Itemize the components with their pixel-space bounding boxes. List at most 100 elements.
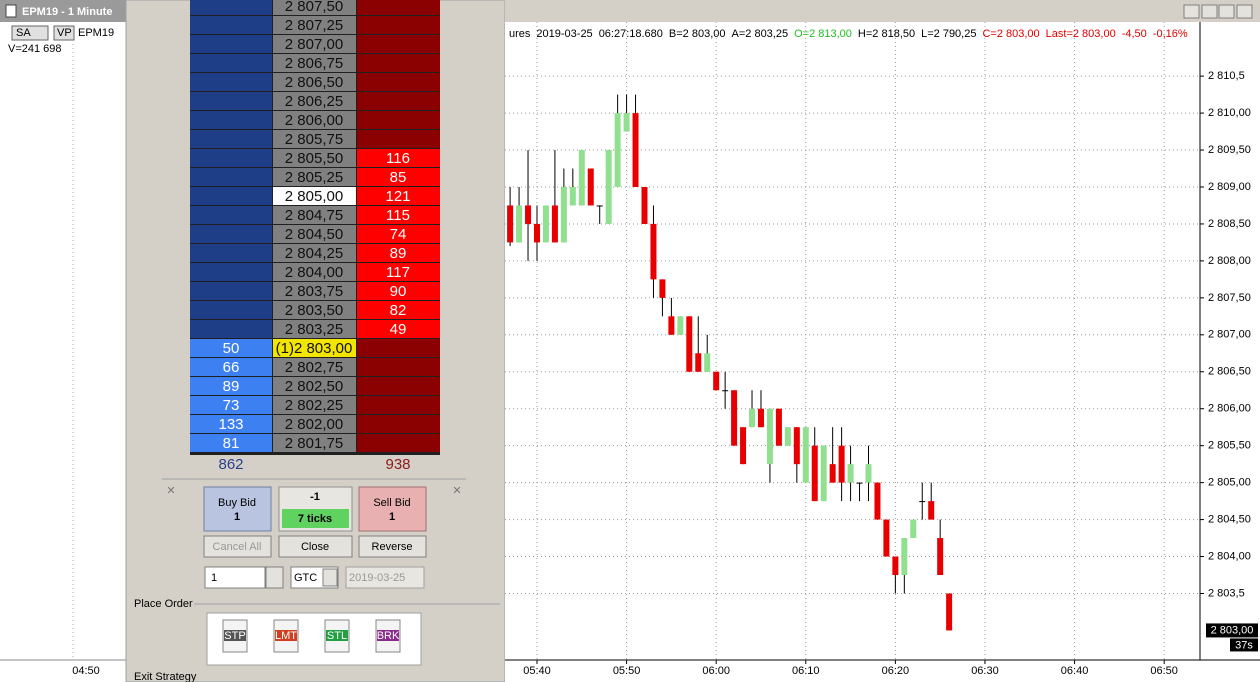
price-cell (273, 54, 356, 72)
price: 2 807,00 (285, 36, 343, 53)
candle-body (623, 113, 630, 132)
qty-input[interactable] (204, 566, 266, 589)
close-left[interactable]: ✕ (166, 485, 175, 497)
candle-body (919, 501, 926, 503)
y-tick-label: 2 809,00 (1208, 181, 1251, 193)
y-tick-label: 2 810,00 (1208, 107, 1251, 119)
ask-cell (357, 396, 440, 414)
candle-body (569, 186, 576, 206)
date-select (345, 566, 425, 589)
candle-body (659, 279, 666, 298)
price: 2 802,25 (285, 397, 343, 414)
chart-header: ures 2019-03-25 06:27:18.680 B=2 803,00 A=2 … (509, 28, 1188, 40)
close-right[interactable]: ✕ (452, 485, 461, 497)
close-button-window[interactable] (1236, 4, 1253, 19)
ask-cell (357, 415, 440, 433)
ask-cell (357, 320, 440, 338)
header-item: C=2 803,00 (982, 28, 1039, 40)
bid-total: 862 (218, 456, 243, 473)
restore-button[interactable] (1183, 4, 1200, 19)
header-item: A=2 803,25 (732, 28, 789, 40)
bid-size: 89 (223, 378, 240, 395)
sa-label[interactable]: SA (16, 27, 31, 39)
buy-qty[interactable]: 1 (234, 511, 240, 523)
reverse-button[interactable] (358, 535, 427, 558)
candle-body (507, 205, 514, 243)
x-tick-label: 06:20 (882, 665, 910, 677)
price: 2 806,25 (285, 93, 343, 110)
price-cell (273, 16, 356, 34)
candle-body (856, 482, 863, 484)
bid-cell (190, 434, 272, 452)
price: 2 807,50 (285, 0, 343, 15)
y-tick-label: 2 803,5 (1208, 587, 1245, 599)
sell-label[interactable]: Sell Bid (373, 497, 410, 509)
buy-label[interactable]: Buy Bid (218, 497, 256, 509)
candle-body (910, 519, 917, 539)
bid-cell (190, 16, 272, 34)
tif-arrow[interactable] (322, 568, 338, 587)
last-price-label: 2 803,00 (1211, 624, 1254, 636)
chart-title-bar (505, 0, 1260, 22)
candle-body (587, 168, 594, 206)
ask-cell (357, 339, 440, 357)
maximize-button[interactable] (1218, 4, 1235, 19)
y-tick-label: 2 810,5 (1208, 70, 1245, 82)
candle-body (668, 316, 675, 335)
ask-total: 938 (385, 456, 410, 473)
qty-spinner[interactable] (265, 566, 284, 589)
vp-button[interactable] (53, 25, 75, 41)
ask-cell (357, 54, 440, 72)
timer: 37s (1235, 639, 1253, 651)
header-item: B=2 803,00 (669, 28, 726, 40)
candle-body (766, 408, 773, 465)
ask-size: 74 (390, 226, 407, 243)
order-type-label: BRK (377, 630, 400, 642)
y-tick-label: 2 806,00 (1208, 403, 1251, 415)
bid-cell (190, 339, 272, 357)
ask-cell (357, 301, 440, 319)
price-cell (273, 225, 356, 243)
sell-button[interactable] (358, 486, 427, 532)
sell-qty[interactable]: 1 (389, 511, 395, 523)
y-tick-label: 2 804,00 (1208, 550, 1251, 562)
bid-cell (190, 263, 272, 281)
candle-body (865, 464, 872, 483)
position: -1 (310, 491, 320, 503)
candle-body (820, 445, 827, 502)
price-cell (273, 206, 356, 224)
candle-body (892, 556, 899, 576)
buy-button[interactable] (203, 486, 272, 532)
reverse[interactable]: Reverse (372, 541, 413, 553)
price: 2 806,00 (285, 112, 343, 129)
y-tick-label: 2 806,50 (1208, 366, 1251, 378)
price-cell (273, 92, 356, 110)
left-chart-title: EPM19 - 1 Minute (22, 6, 112, 18)
close[interactable]: Close (301, 541, 329, 553)
candle-body (713, 371, 720, 391)
x-tick-label: 06:50 (1150, 665, 1178, 677)
tif[interactable]: GTC (294, 572, 317, 584)
order-type-tag (377, 630, 399, 641)
minimize-button[interactable] (1201, 4, 1218, 19)
price: 2 806,75 (285, 55, 343, 72)
x-tick-label: 06:30 (971, 665, 999, 677)
candle-body (596, 205, 603, 207)
bid-cell (190, 73, 272, 91)
cancel-all[interactable]: Cancel All (213, 541, 262, 553)
close-button[interactable] (278, 535, 353, 558)
ask-size: 82 (390, 302, 407, 319)
volume: V=241 698 (8, 43, 62, 55)
left-chart-bg (0, 0, 126, 682)
candle-body (614, 113, 621, 187)
sa-button[interactable] (11, 25, 49, 41)
ask-cell (357, 73, 440, 91)
candle-body (650, 223, 657, 280)
bid-cell (190, 415, 272, 433)
bid-cell (190, 377, 272, 395)
price: 2 807,25 (285, 17, 343, 34)
vp-label[interactable]: VP (57, 27, 72, 39)
header-item: -0,16% (1153, 28, 1188, 40)
cancel-all-button[interactable] (203, 535, 272, 558)
quantity[interactable]: 1 (211, 572, 217, 584)
